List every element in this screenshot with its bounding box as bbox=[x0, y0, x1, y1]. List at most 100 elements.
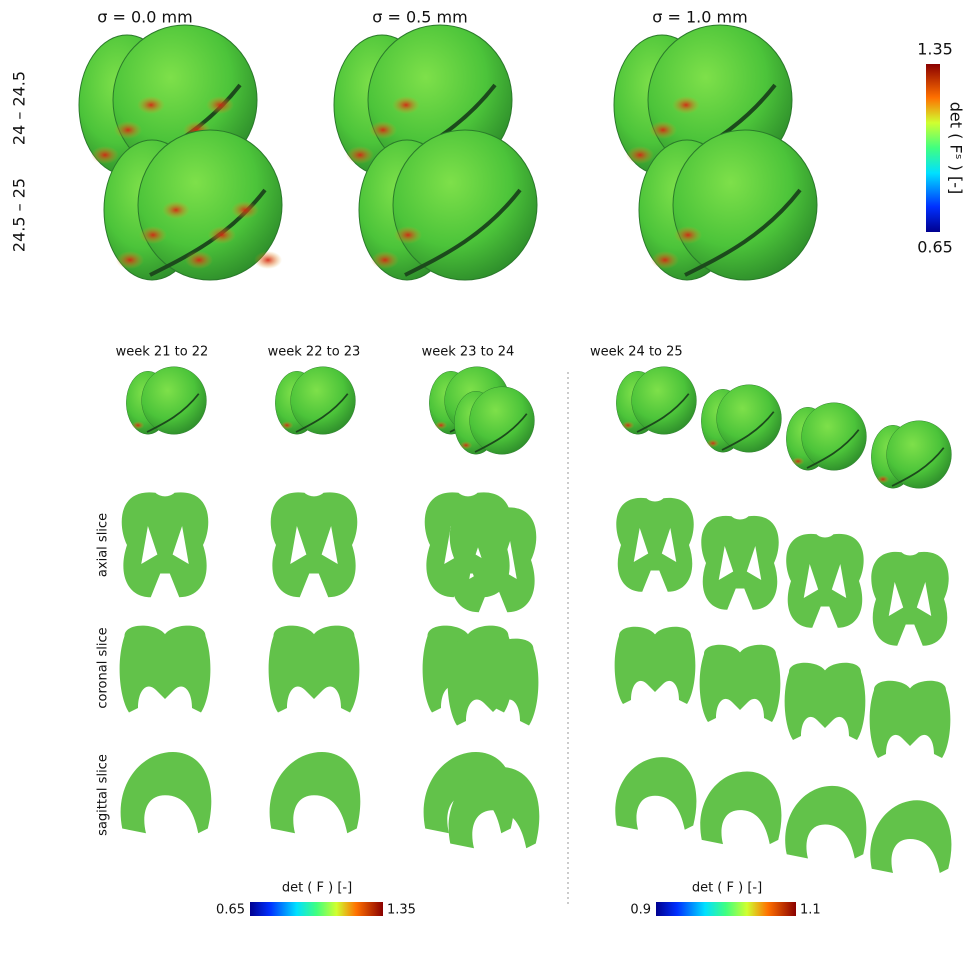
sagittal-slice bbox=[870, 800, 951, 873]
hot-spot bbox=[208, 226, 236, 244]
brain-render bbox=[786, 403, 866, 471]
slice-shape bbox=[269, 626, 360, 713]
row-label: 24 – 24.5 bbox=[10, 71, 29, 145]
column-title: week 23 to 24 bbox=[422, 345, 515, 360]
column-title: week 24 to 25 bbox=[590, 345, 683, 360]
hot-spot bbox=[672, 96, 700, 114]
hot-spot bbox=[674, 226, 702, 244]
coronal-slice bbox=[615, 627, 696, 704]
slice-shape bbox=[785, 663, 866, 740]
colorbar-label: det ( Fˢ ) [-] bbox=[947, 102, 965, 195]
hot-spot bbox=[281, 421, 294, 429]
axial-slice bbox=[450, 507, 537, 612]
slice-shape bbox=[870, 681, 951, 758]
colorbar bbox=[250, 902, 383, 916]
axial-slice bbox=[871, 552, 948, 646]
hot-spot bbox=[651, 251, 679, 269]
sagittal-slice bbox=[785, 786, 866, 859]
slice-shape bbox=[448, 639, 539, 726]
sagittal-slice bbox=[700, 771, 781, 844]
brain-render bbox=[359, 130, 537, 280]
hot-spot bbox=[206, 96, 234, 114]
colorbar bbox=[926, 64, 940, 232]
coronal-slice bbox=[269, 626, 360, 713]
column-title: σ = 1.0 mm bbox=[652, 8, 747, 27]
hot-spot bbox=[114, 121, 142, 139]
hot-spot bbox=[137, 96, 165, 114]
sagittal-slice bbox=[121, 752, 212, 833]
slice-shape bbox=[701, 516, 778, 610]
lobe bbox=[887, 421, 952, 489]
hot-spot bbox=[139, 226, 167, 244]
colorbar-label: det ( F ) [-] bbox=[282, 881, 352, 896]
brain-render bbox=[871, 421, 951, 489]
slice-shape bbox=[615, 627, 696, 704]
hot-spot bbox=[116, 251, 144, 269]
colorbar-min: 0.9 bbox=[630, 903, 651, 918]
hot-spot bbox=[707, 439, 720, 447]
hot-spot bbox=[649, 121, 677, 139]
slice-shape bbox=[785, 786, 866, 859]
brain-render bbox=[454, 387, 534, 455]
coronal-slice bbox=[870, 681, 951, 758]
axial-slice bbox=[701, 516, 778, 610]
brain-render bbox=[104, 130, 282, 280]
slice-shape bbox=[700, 645, 781, 722]
slice-shape bbox=[871, 552, 948, 646]
hot-spot bbox=[254, 251, 282, 269]
lobe bbox=[291, 367, 356, 435]
colorbar bbox=[656, 902, 796, 916]
column-title: week 21 to 22 bbox=[116, 345, 209, 360]
colorbar-min: 0.65 bbox=[917, 238, 953, 257]
axial-slice bbox=[122, 492, 209, 597]
hot-spot bbox=[371, 251, 399, 269]
lobe bbox=[393, 130, 537, 280]
hot-spot bbox=[792, 457, 805, 465]
row-label: sagittal slice bbox=[96, 754, 111, 836]
row-label: axial slice bbox=[96, 513, 111, 577]
hot-spot bbox=[460, 441, 473, 449]
coronal-slice bbox=[700, 645, 781, 722]
slice-shape bbox=[120, 626, 211, 713]
hot-spot bbox=[622, 421, 635, 429]
hot-spot bbox=[231, 201, 259, 219]
colorbar-max: 1.35 bbox=[387, 903, 416, 918]
hot-spot bbox=[132, 421, 145, 429]
coronal-slice bbox=[120, 626, 211, 713]
hot-spot bbox=[392, 96, 420, 114]
colorbar-label: det ( F ) [-] bbox=[692, 881, 762, 896]
slice-shape bbox=[870, 800, 951, 873]
row-label: coronal slice bbox=[96, 627, 111, 708]
hot-spot bbox=[435, 421, 448, 429]
colorbar-max: 1.1 bbox=[800, 903, 821, 918]
lobe bbox=[142, 367, 207, 435]
colorbar-min: 0.65 bbox=[216, 903, 245, 918]
lobe bbox=[802, 403, 867, 471]
hot-spot bbox=[626, 146, 654, 164]
slice-shape bbox=[615, 757, 696, 830]
coronal-slice bbox=[785, 663, 866, 740]
axial-slice bbox=[271, 492, 358, 597]
axial-slice bbox=[786, 534, 863, 628]
slice-shape bbox=[616, 498, 693, 592]
lobe bbox=[470, 387, 535, 455]
coronal-slice bbox=[448, 639, 539, 726]
sagittal-slice bbox=[270, 752, 361, 833]
hot-spot bbox=[346, 146, 374, 164]
brain-render bbox=[616, 367, 696, 435]
lobe bbox=[673, 130, 817, 280]
hot-spot bbox=[369, 121, 397, 139]
brain-render bbox=[126, 367, 206, 435]
slice-shape bbox=[786, 534, 863, 628]
axial-slice bbox=[616, 498, 693, 592]
sagittal-slice bbox=[615, 757, 696, 830]
slice-shape bbox=[121, 752, 212, 833]
column-title: week 22 to 23 bbox=[268, 345, 361, 360]
brain-render bbox=[639, 130, 817, 280]
hot-spot bbox=[394, 226, 422, 244]
lobe bbox=[717, 385, 782, 453]
hot-spot bbox=[185, 251, 213, 269]
brain-render bbox=[275, 367, 355, 435]
